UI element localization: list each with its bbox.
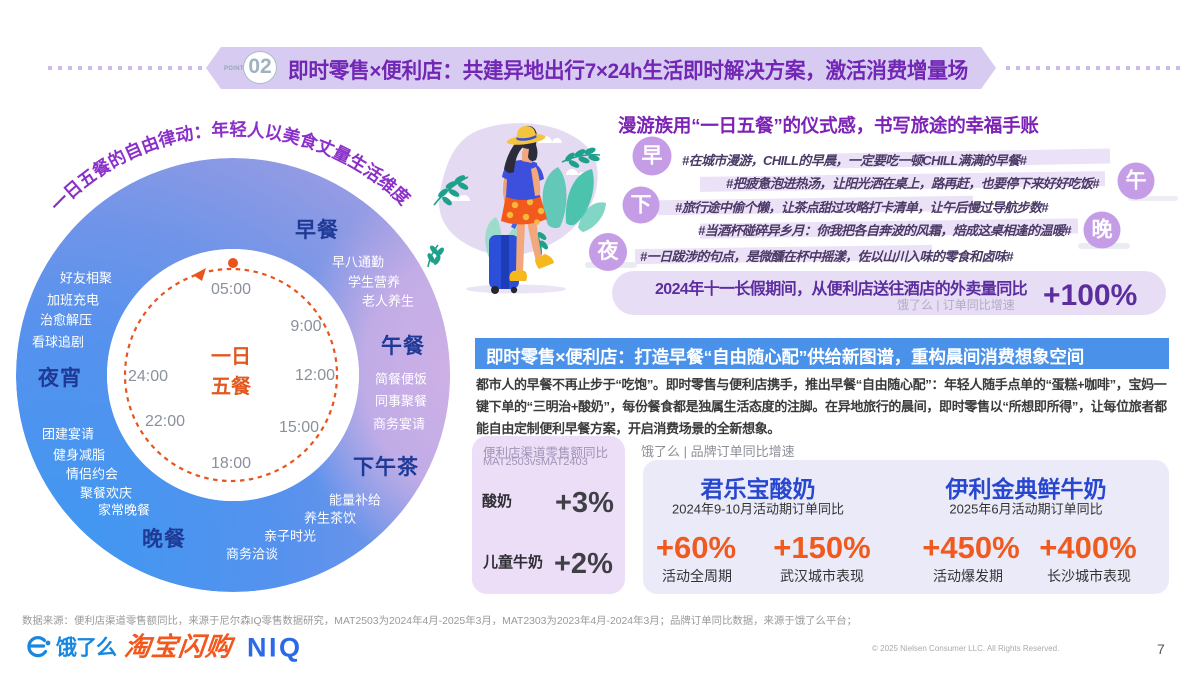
svg-text:NIQ: NIQ: [247, 633, 303, 663]
svg-text:饿了么: 饿了么: [55, 637, 117, 660]
svg-text:淘宝闪购: 淘宝闪购: [123, 632, 237, 661]
